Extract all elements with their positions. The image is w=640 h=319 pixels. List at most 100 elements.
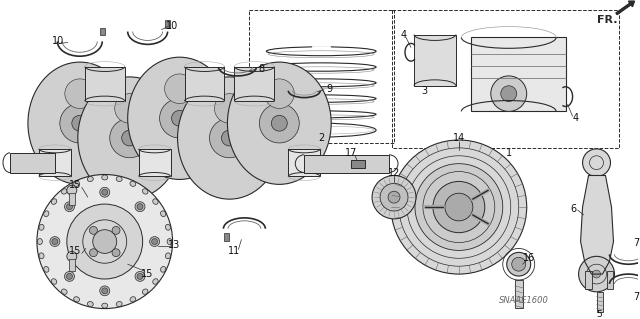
Circle shape — [52, 239, 58, 244]
Text: 2: 2 — [318, 133, 324, 143]
Circle shape — [112, 226, 120, 234]
Ellipse shape — [44, 211, 49, 217]
Circle shape — [102, 288, 108, 294]
Text: 15: 15 — [141, 269, 154, 279]
Circle shape — [50, 237, 60, 247]
Bar — [584, 271, 591, 289]
Ellipse shape — [153, 199, 158, 204]
Ellipse shape — [167, 239, 172, 244]
Bar — [10, 153, 55, 173]
Circle shape — [90, 226, 97, 234]
Text: 14: 14 — [452, 133, 465, 143]
Circle shape — [67, 204, 72, 210]
Text: 5: 5 — [596, 310, 602, 319]
Text: 11: 11 — [228, 246, 241, 256]
Ellipse shape — [153, 279, 158, 284]
Text: 3: 3 — [421, 86, 427, 96]
Bar — [392, 10, 620, 148]
Circle shape — [214, 94, 244, 123]
Bar — [164, 20, 170, 28]
Ellipse shape — [142, 189, 148, 194]
Text: 16: 16 — [523, 253, 535, 263]
Circle shape — [135, 271, 145, 281]
Ellipse shape — [116, 177, 122, 182]
Circle shape — [102, 189, 108, 195]
Bar — [100, 28, 105, 35]
Circle shape — [445, 193, 473, 221]
Circle shape — [172, 110, 188, 126]
Circle shape — [507, 252, 531, 276]
Text: 8: 8 — [259, 64, 264, 74]
Circle shape — [415, 164, 503, 250]
Ellipse shape — [102, 175, 108, 180]
Text: 7: 7 — [634, 292, 639, 302]
Ellipse shape — [39, 253, 44, 259]
Ellipse shape — [227, 62, 331, 184]
Bar — [304, 155, 389, 173]
Text: 10: 10 — [166, 21, 179, 31]
Text: 13: 13 — [168, 240, 180, 249]
Circle shape — [159, 99, 200, 138]
Bar — [69, 193, 75, 205]
Bar — [288, 149, 320, 176]
Circle shape — [391, 140, 527, 274]
Ellipse shape — [161, 211, 166, 217]
Circle shape — [67, 273, 72, 279]
Text: 6: 6 — [570, 204, 577, 214]
Circle shape — [93, 230, 116, 253]
Circle shape — [67, 185, 77, 195]
Ellipse shape — [44, 266, 49, 272]
Text: 15: 15 — [68, 246, 81, 256]
Ellipse shape — [74, 297, 79, 302]
Ellipse shape — [128, 57, 232, 179]
Bar — [139, 149, 171, 176]
Bar — [84, 67, 125, 101]
Circle shape — [500, 86, 516, 101]
Ellipse shape — [37, 239, 42, 244]
Bar — [225, 233, 229, 241]
Circle shape — [112, 249, 120, 257]
Circle shape — [150, 237, 159, 247]
Bar — [607, 271, 614, 289]
Circle shape — [37, 174, 173, 308]
Ellipse shape — [177, 77, 282, 199]
Bar — [184, 67, 225, 101]
Circle shape — [122, 130, 138, 146]
Circle shape — [372, 175, 416, 219]
Bar — [515, 280, 523, 308]
FancyArrow shape — [616, 1, 634, 15]
Ellipse shape — [78, 77, 182, 199]
Bar — [471, 37, 566, 111]
Ellipse shape — [161, 266, 166, 272]
Ellipse shape — [39, 224, 44, 230]
Bar — [351, 160, 365, 167]
Circle shape — [164, 74, 195, 104]
Text: 9: 9 — [326, 84, 332, 94]
Circle shape — [137, 273, 143, 279]
Ellipse shape — [51, 199, 57, 204]
Bar — [596, 292, 602, 312]
Ellipse shape — [130, 181, 136, 186]
Circle shape — [90, 249, 97, 257]
Circle shape — [72, 115, 88, 131]
Ellipse shape — [61, 289, 67, 294]
Ellipse shape — [142, 289, 148, 294]
Ellipse shape — [116, 301, 122, 307]
Ellipse shape — [61, 189, 67, 194]
Circle shape — [137, 204, 143, 210]
Circle shape — [152, 239, 157, 244]
Circle shape — [380, 183, 408, 211]
Circle shape — [65, 271, 74, 281]
Circle shape — [433, 182, 485, 233]
Text: 12: 12 — [388, 167, 400, 178]
Bar — [414, 34, 456, 86]
Ellipse shape — [87, 301, 93, 307]
Ellipse shape — [165, 253, 170, 259]
Circle shape — [65, 79, 95, 108]
Bar — [234, 67, 275, 101]
Circle shape — [593, 270, 600, 278]
Circle shape — [60, 104, 100, 143]
Circle shape — [115, 94, 145, 123]
Circle shape — [67, 251, 77, 261]
Ellipse shape — [87, 177, 93, 182]
